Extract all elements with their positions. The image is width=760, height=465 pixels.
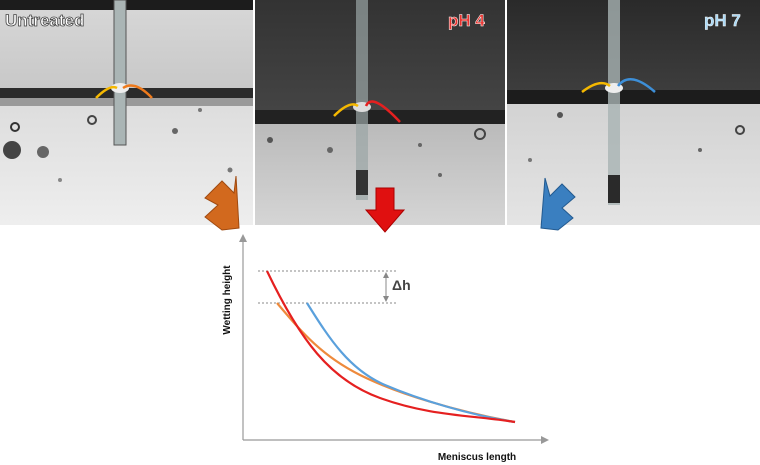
- panel-label: pH 4: [448, 11, 485, 30]
- photo-ph7: pH 7: [507, 0, 760, 225]
- schematic-plot: Δh Wetting height Meniscus length: [222, 234, 549, 463]
- panel-label: Untreated: [5, 11, 84, 30]
- y-axis-label: Wetting height: [222, 265, 233, 335]
- arrow-blue: [540, 177, 576, 231]
- arrow-orange: [204, 175, 240, 231]
- annotation: Δh: [392, 277, 411, 293]
- panel-label: pH 7: [704, 11, 741, 30]
- arrow-red: [364, 187, 406, 233]
- photo-untreated: Untreated: [0, 0, 253, 225]
- x-axis-label: Meniscus length: [438, 452, 516, 463]
